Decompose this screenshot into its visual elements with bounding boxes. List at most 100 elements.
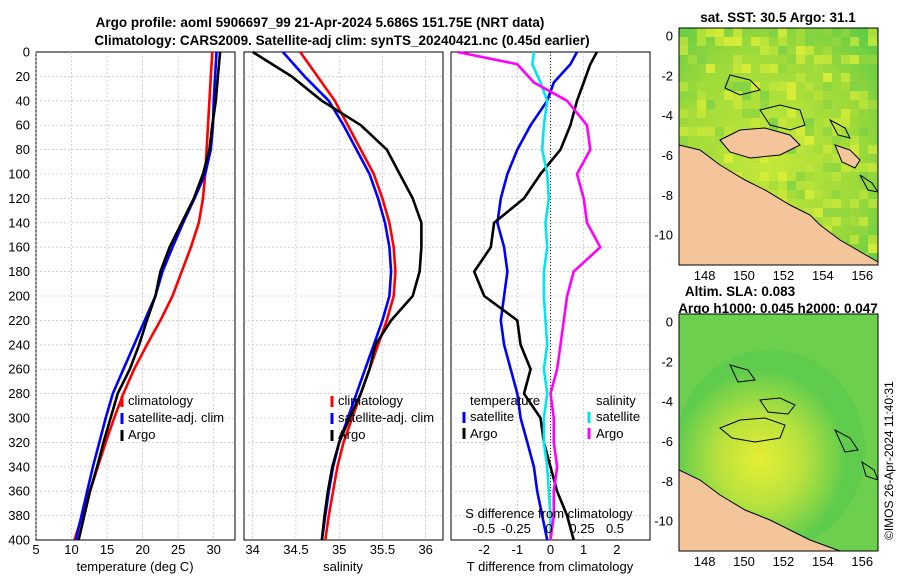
x-tick-label: 10 [64, 542, 78, 557]
sst-cell [679, 82, 688, 91]
sst-cell [859, 226, 868, 235]
sst-cell [859, 109, 868, 118]
sst-cell [841, 55, 850, 64]
sst-cell [697, 109, 706, 118]
sst-cell [688, 118, 697, 127]
new-guinea-land [679, 144, 878, 265]
sst-cell [814, 100, 823, 109]
sst-cell [832, 208, 841, 217]
y-tick-label: 220 [8, 313, 30, 328]
salinity-xlabel: salinity [323, 559, 363, 574]
sst-cell [697, 127, 706, 136]
sst-cell [868, 199, 877, 208]
y-tick-label: 340 [8, 459, 30, 474]
sst-cell [814, 190, 823, 199]
sst-cell [688, 73, 697, 82]
sst-cell [787, 91, 796, 100]
sst-cell [805, 172, 814, 181]
sst-cell [688, 136, 697, 145]
sst-cell [751, 118, 760, 127]
sst-cell [751, 37, 760, 46]
sst-cell [805, 136, 814, 145]
map-x-tick-label: 148 [694, 554, 716, 569]
map-x-tick-label: 148 [694, 268, 716, 283]
sst-cell [868, 28, 877, 37]
sst-cell [733, 100, 742, 109]
y-tick-label: 80 [16, 142, 30, 157]
sst-cell [742, 109, 751, 118]
sst-cell [832, 118, 841, 127]
sst-cell [796, 37, 805, 46]
sst-cell [778, 190, 787, 199]
map-y-tick-label: -6 [661, 434, 673, 449]
sst-cell [697, 82, 706, 91]
sst-cell [751, 154, 760, 163]
x-tick-label: 34 [245, 542, 259, 557]
sst-cell [841, 208, 850, 217]
sst-cell [814, 109, 823, 118]
sla-map: Altim. SLA: 0.083 Argo h1000: 0.045 h200… [654, 284, 879, 569]
s-tick-label: 0 [545, 521, 552, 536]
sst-cell [859, 217, 868, 226]
sst-cell [859, 55, 868, 64]
island-outline [859, 174, 878, 193]
temperature-panel: 0 20 40 60 80 100 120 140 160 180 200 220 240 260 280 3… [8, 45, 236, 574]
sst-cell [706, 145, 715, 154]
s-tick-label: -0.25 [501, 521, 531, 536]
temperature-series [73, 51, 222, 541]
sst-cell [679, 136, 688, 145]
sst-cell [778, 46, 787, 55]
series-temperature-argo [472, 51, 599, 541]
legend-temp-argo-label: Argo [470, 426, 497, 441]
map-x-tick-label: 156 [851, 268, 873, 283]
salinity-series [252, 50, 423, 541]
legend-sal-satellite-label: satellite [596, 409, 640, 424]
sst-cell [868, 145, 877, 154]
sst-cell [760, 172, 769, 181]
sst-cell [706, 28, 715, 37]
sst-cell [859, 100, 868, 109]
sst-cell [769, 118, 778, 127]
sst-cell [832, 163, 841, 172]
legend-temperature-title: temperature [470, 393, 540, 408]
sst-cell [697, 37, 706, 46]
sst-cell [805, 118, 814, 127]
sst-cell [733, 37, 742, 46]
sst-map-title: sat. SST: 30.5 Argo: 31.1 [700, 10, 856, 25]
sst-cell [796, 127, 805, 136]
island-outline [759, 397, 796, 415]
sst-cell [841, 109, 850, 118]
y-tick-label: 300 [8, 411, 30, 426]
sst-cell [814, 154, 823, 163]
sst-cell [823, 118, 832, 127]
sst-cell [814, 91, 823, 100]
difference-panel: -2 -1 0 1 2 T difference from climatology S … [450, 50, 651, 574]
sst-cell [679, 109, 688, 118]
sst-frame [678, 27, 879, 266]
sst-cell [769, 28, 778, 37]
x-tick-label: -1 [512, 542, 524, 557]
sst-cell [751, 55, 760, 64]
y-tick-label: 40 [16, 93, 30, 108]
sst-cell [742, 64, 751, 73]
y-tick-label: 20 [16, 69, 30, 84]
salinity-panel: 34 34.5 35 35.5 36 salinity climatology sate… [243, 50, 444, 574]
sst-cell [733, 55, 742, 64]
sst-cell [823, 73, 832, 82]
sst-cell [697, 55, 706, 64]
sst-cell [715, 37, 724, 46]
sst-cell [823, 82, 832, 91]
sst-cell [760, 46, 769, 55]
sst-cell [823, 208, 832, 217]
island-outline [759, 104, 806, 131]
temperature-xlabel: temperature (deg C) [76, 559, 193, 574]
map-y-tick-label: -4 [661, 394, 673, 409]
legend-sal-argo-label: Argo [596, 426, 623, 441]
series-argo [252, 50, 423, 541]
x-tick-label: 35 [332, 542, 346, 557]
sst-cell [805, 127, 814, 136]
sst-cell [679, 127, 688, 136]
map-x-tick-label: 154 [812, 554, 834, 569]
sst-cell [787, 181, 796, 190]
island-outline [729, 364, 756, 383]
